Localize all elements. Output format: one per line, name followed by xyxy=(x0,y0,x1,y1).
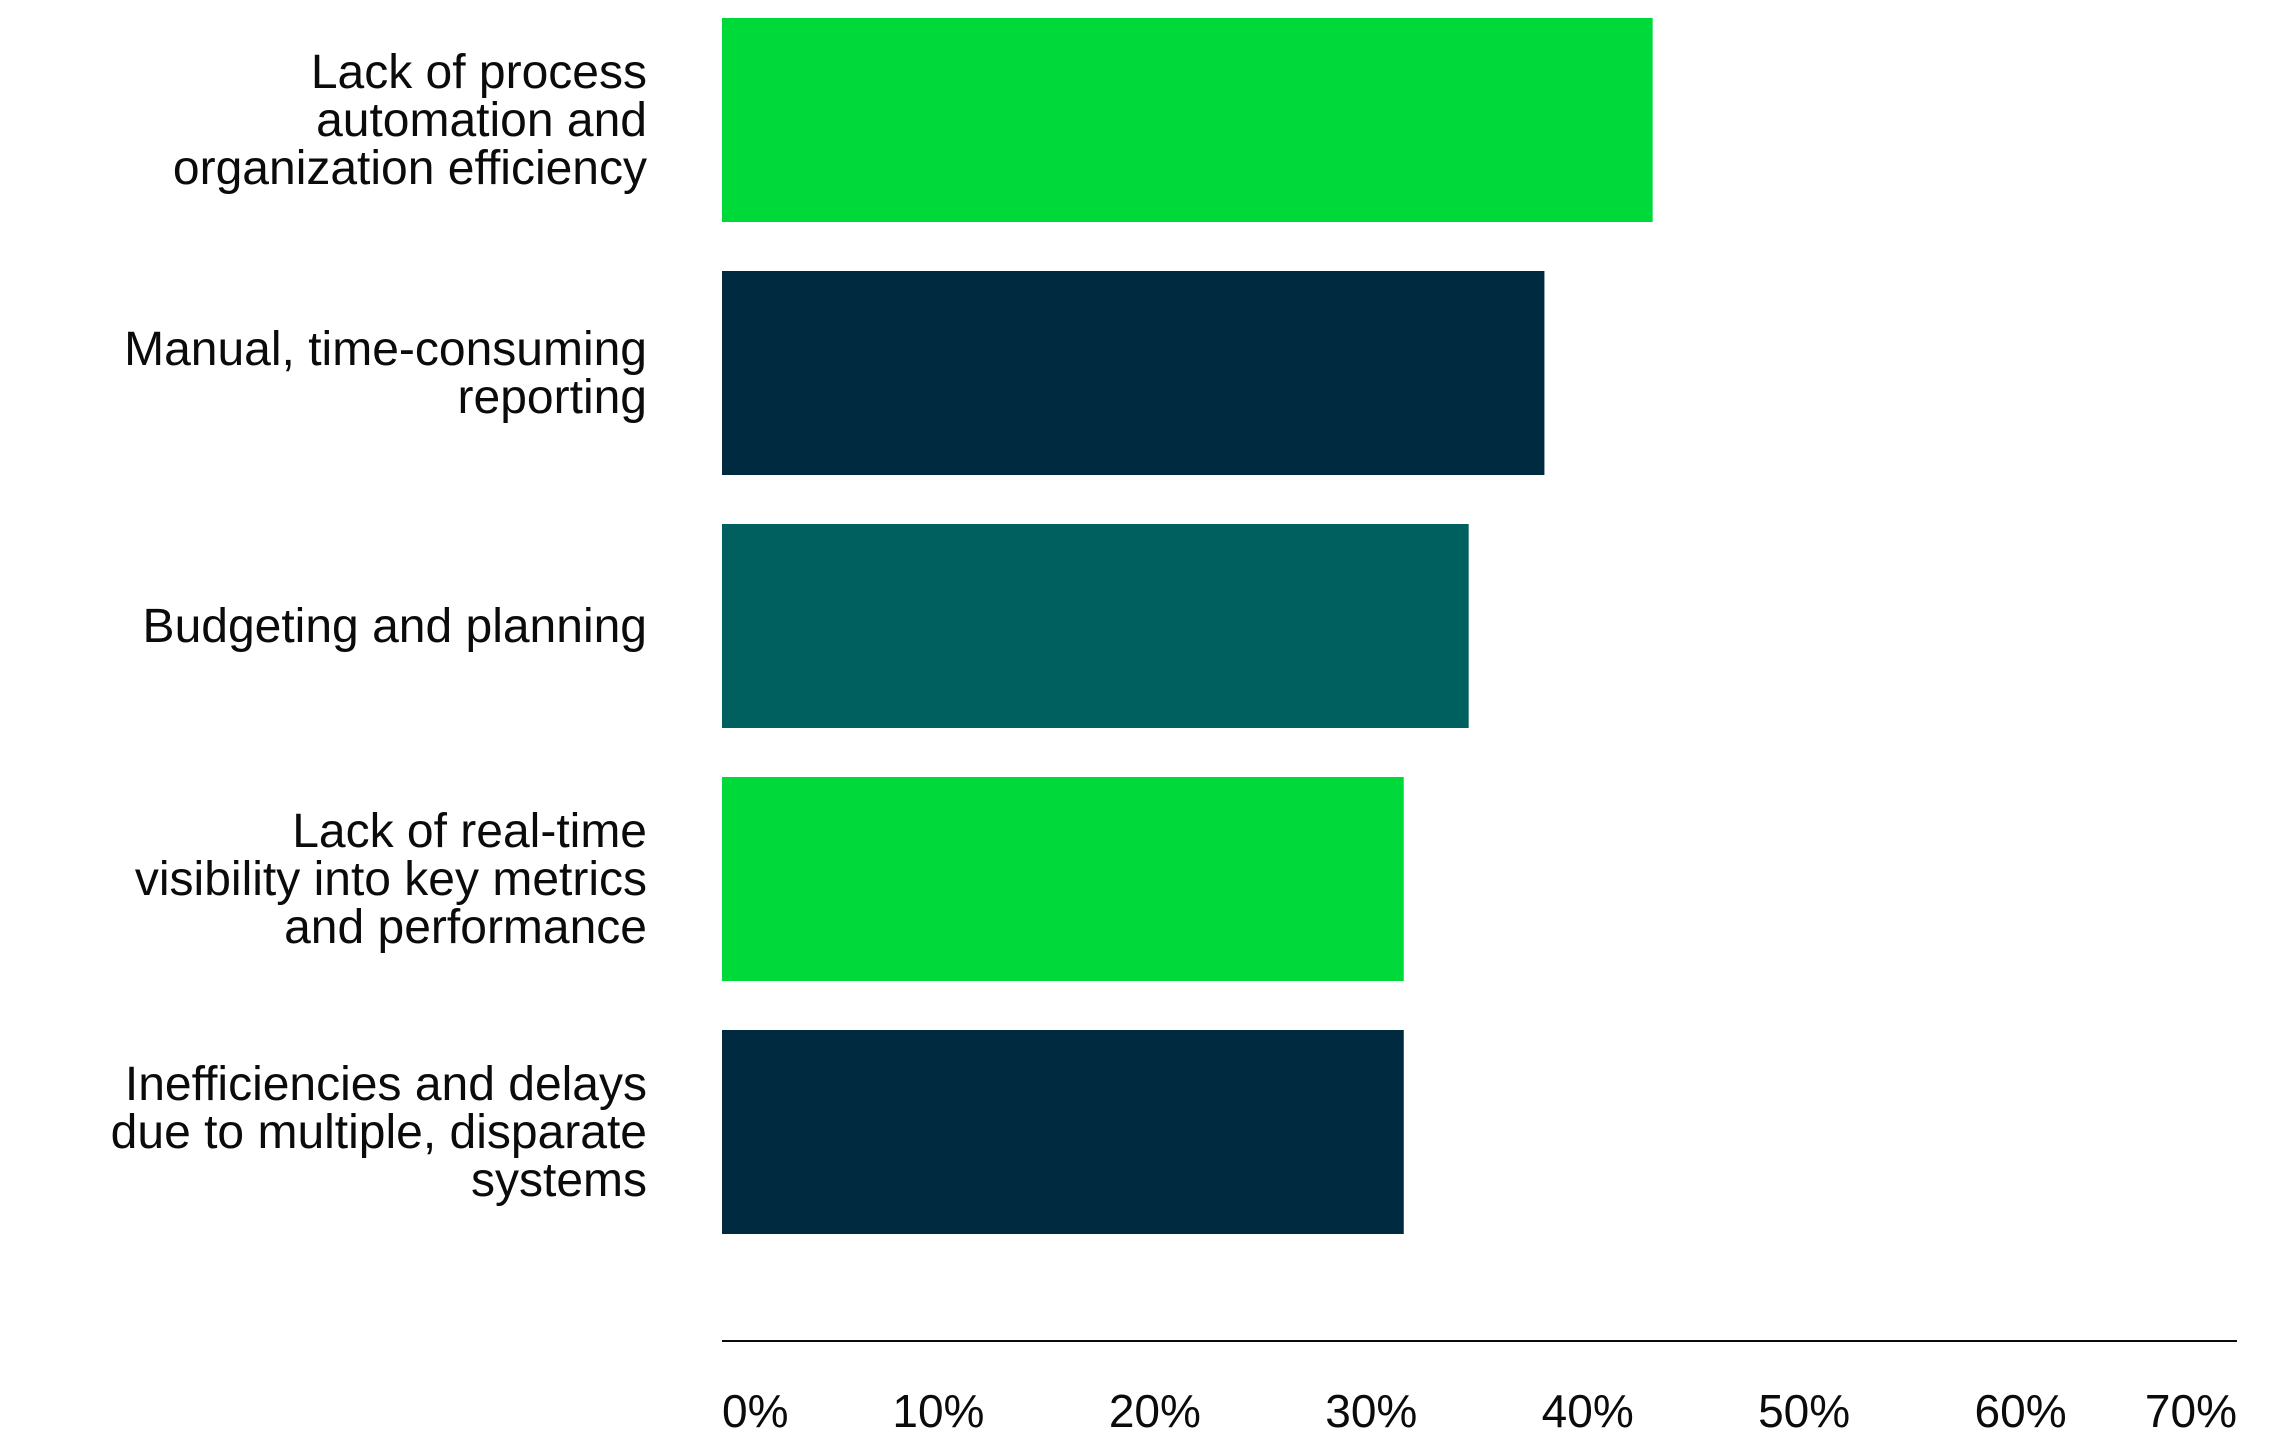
x-tick-label-50pct: 50% xyxy=(1758,1385,1850,1437)
x-tick-label-0pct: 0% xyxy=(722,1385,788,1437)
bar-3 xyxy=(722,524,1469,728)
category-label-line: due to multiple, disparate xyxy=(111,1106,647,1159)
x-tick-label-40pct: 40% xyxy=(1542,1385,1634,1437)
category-label-1: Lack of process automation and organizatio… xyxy=(173,46,647,195)
category-label-line: Inefficiencies and delays xyxy=(125,1058,647,1111)
bar-1 xyxy=(722,18,1653,222)
category-label-line: reporting xyxy=(458,371,647,424)
category-labels: Lack of process automation and organizatio… xyxy=(111,46,647,1207)
category-label-line: Lack of process xyxy=(311,46,647,99)
category-label-line: Budgeting and planning xyxy=(143,600,647,653)
bar-4 xyxy=(722,777,1404,981)
category-label-4: Lack of real-time visibility into key met… xyxy=(135,805,647,954)
category-label-line: and performance xyxy=(284,901,647,954)
x-tick-labels: 0% 10% 20% 30% 40% 50% 60% 70% xyxy=(722,1385,2237,1437)
category-label-2: Manual, time-consuming reporting xyxy=(124,323,647,424)
category-label-line: visibility into key metrics xyxy=(135,853,647,906)
x-tick-label-60pct: 60% xyxy=(1975,1385,2067,1437)
category-label-line: organization efficiency xyxy=(173,142,647,195)
category-label-line: Lack of real-time xyxy=(292,805,647,858)
bar-5 xyxy=(722,1030,1404,1234)
x-tick-label-30pct: 30% xyxy=(1325,1385,1417,1437)
category-label-line: automation and xyxy=(316,94,647,147)
category-label-3: Budgeting and planning xyxy=(143,600,647,653)
bars-group xyxy=(722,18,1653,1234)
category-label-5: Inefficiencies and delays due to multiple… xyxy=(111,1058,647,1207)
x-tick-label-20pct: 20% xyxy=(1109,1385,1201,1437)
category-label-line: Manual, time-consuming xyxy=(124,323,647,376)
category-label-line: systems xyxy=(471,1154,647,1207)
x-tick-label-70pct: 70% xyxy=(2145,1385,2237,1437)
x-tick-label-10pct: 10% xyxy=(892,1385,984,1437)
bar-2 xyxy=(722,271,1545,475)
